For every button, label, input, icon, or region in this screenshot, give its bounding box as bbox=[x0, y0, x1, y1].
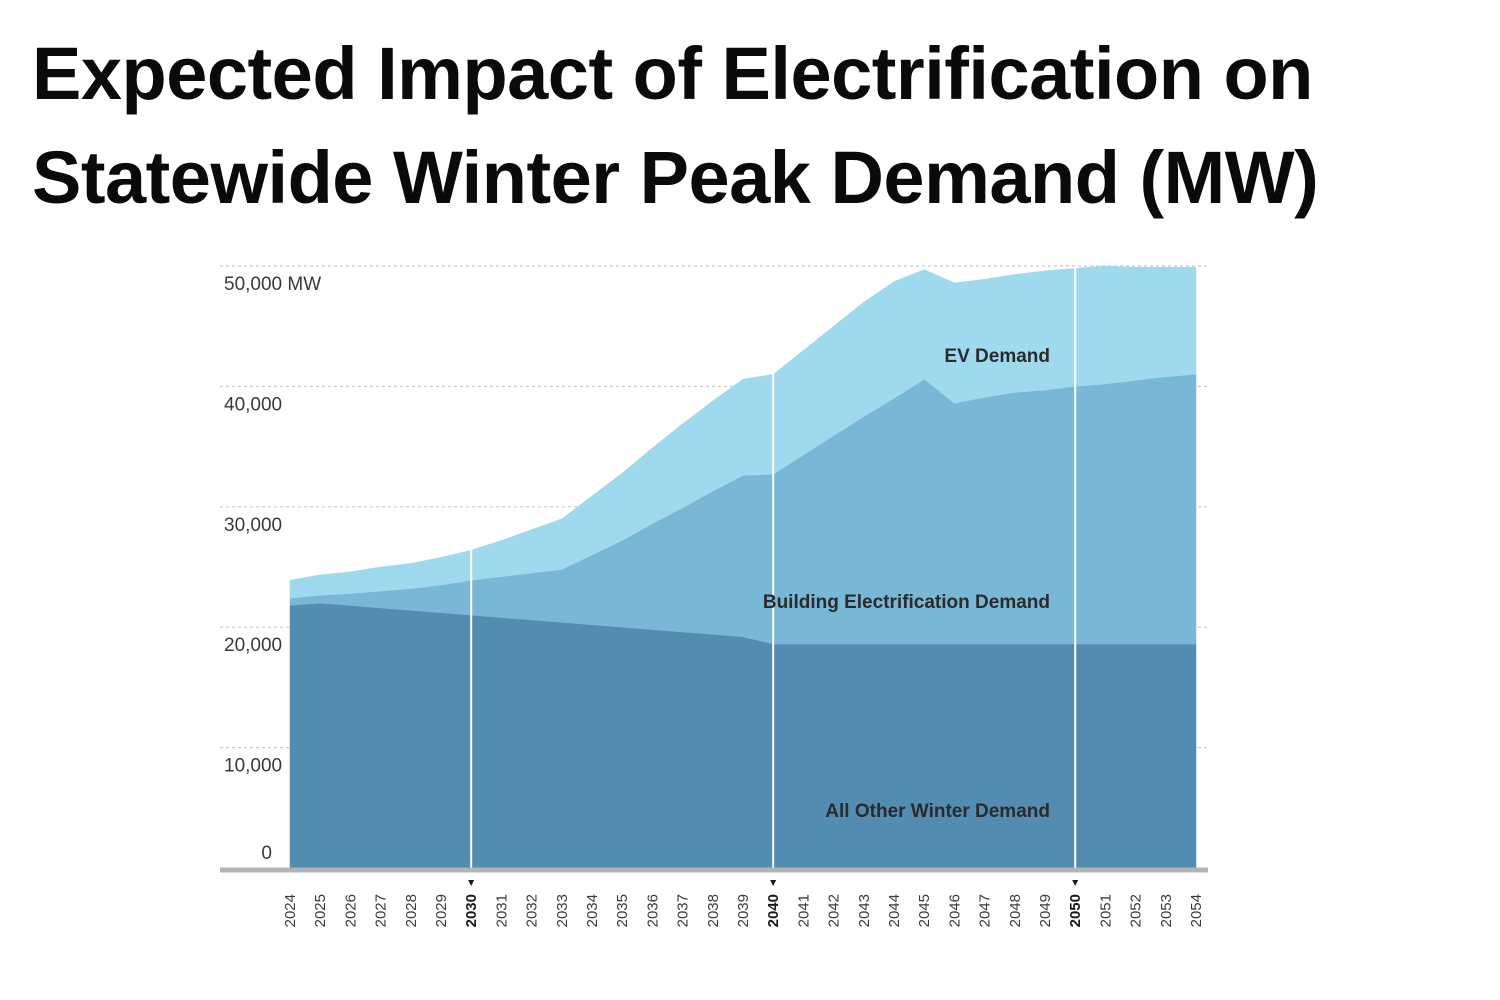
x-tick-label: 2048 bbox=[1007, 894, 1024, 927]
x-tick-label: 2040 bbox=[765, 894, 782, 927]
x-tick-label: 2043 bbox=[856, 894, 873, 927]
x-tick-label: 2025 bbox=[312, 894, 329, 927]
x-tick-label: 2031 bbox=[493, 894, 510, 927]
series-label-all-other-winter-demand: All Other Winter Demand bbox=[825, 801, 1050, 822]
x-tick-label: 2032 bbox=[524, 894, 541, 927]
x-tick-label: 2038 bbox=[705, 894, 722, 927]
x-tick-label: 2029 bbox=[433, 894, 450, 927]
series-label-building-electrification-demand: Building Electrification Demand bbox=[763, 592, 1050, 613]
x-major-tick bbox=[468, 880, 475, 886]
decade-markers bbox=[470, 266, 1077, 868]
x-tick-label: 2030 bbox=[463, 894, 480, 927]
x-tick-label: 2028 bbox=[403, 894, 420, 927]
x-tick-label: 2053 bbox=[1158, 894, 1175, 927]
y-tick-label: 50,000 MW bbox=[224, 274, 321, 295]
x-tick-label: 2051 bbox=[1097, 894, 1114, 927]
area-ev-demand bbox=[289, 265, 1197, 599]
x-tick-label: 2033 bbox=[554, 894, 571, 927]
x-tick-label: 2049 bbox=[1037, 894, 1054, 927]
x-major-tick bbox=[770, 880, 777, 886]
y-tick-label: 10,000 bbox=[224, 756, 282, 777]
x-tick-label: 2042 bbox=[826, 894, 843, 927]
x-tick-label: 2027 bbox=[373, 894, 390, 927]
x-tick-label: 2052 bbox=[1128, 894, 1145, 927]
x-tick-label: 2024 bbox=[282, 894, 299, 927]
series-labels: All Other Winter Demand Building Electrif… bbox=[763, 346, 1050, 822]
x-tick-label: 2050 bbox=[1067, 894, 1084, 927]
axes: 0 10,000 20,000 30,000 40,000 50,000 MW 2024 20… bbox=[220, 274, 1208, 927]
x-tick-label: 2039 bbox=[735, 894, 752, 927]
chart-title-line-2: Statewide Winter Peak Demand (MW) bbox=[32, 136, 1319, 219]
x-tick-label: 2035 bbox=[614, 894, 631, 927]
x-tick-label: 2037 bbox=[675, 894, 692, 927]
x-tick-label: 2047 bbox=[977, 894, 994, 927]
x-tick-label: 2054 bbox=[1188, 894, 1205, 927]
x-tick-label: 2041 bbox=[795, 894, 812, 927]
chart-title-line-1: Expected Impact of Electrification on bbox=[32, 32, 1313, 115]
series-label-ev-demand: EV Demand bbox=[944, 346, 1050, 367]
x-tick-label: 2045 bbox=[916, 894, 933, 927]
x-tick-label: 2026 bbox=[342, 894, 359, 927]
x-tick-label: 2044 bbox=[886, 894, 903, 927]
chart-title: Expected Impact of Electrification on St… bbox=[32, 22, 1492, 230]
y-tick-label: 40,000 bbox=[224, 394, 282, 415]
area-series bbox=[289, 265, 1197, 869]
x-tick-label: 2036 bbox=[644, 894, 661, 927]
y-tick-label: 30,000 bbox=[224, 515, 282, 536]
x-tick-label: 2034 bbox=[584, 894, 601, 927]
x-tick-label: 2046 bbox=[946, 894, 963, 927]
y-tick-label: 0 bbox=[261, 843, 272, 864]
x-major-tick bbox=[1072, 880, 1079, 886]
y-tick-label: 20,000 bbox=[224, 635, 282, 656]
